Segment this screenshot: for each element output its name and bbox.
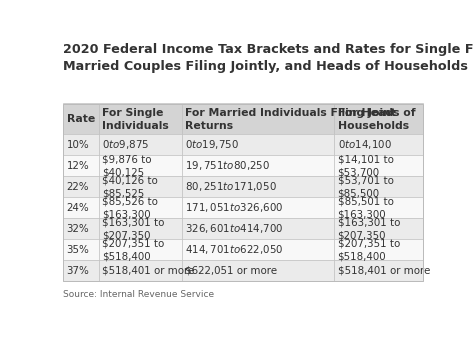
- Text: $163,301 to
$207,350: $163,301 to $207,350: [337, 217, 400, 240]
- Bar: [182, 239, 334, 260]
- Bar: [334, 134, 423, 155]
- Bar: [334, 218, 423, 239]
- Text: $0 to $19,750: $0 to $19,750: [185, 138, 239, 151]
- Bar: [334, 155, 423, 176]
- Text: For Heads of
Households: For Heads of Households: [337, 108, 415, 131]
- Bar: [182, 218, 334, 239]
- Bar: [99, 197, 182, 218]
- Text: $14,101 to
$53,700: $14,101 to $53,700: [337, 154, 393, 177]
- Bar: [99, 155, 182, 176]
- Text: $622,051 or more: $622,051 or more: [185, 266, 277, 276]
- Bar: [99, 176, 182, 197]
- Text: $85,526 to
$163,300: $85,526 to $163,300: [102, 196, 158, 219]
- Bar: [182, 176, 334, 197]
- Bar: [63, 239, 99, 260]
- Bar: [182, 104, 334, 134]
- Bar: [99, 260, 182, 281]
- Text: For Single
Individuals: For Single Individuals: [102, 108, 169, 131]
- Bar: [334, 260, 423, 281]
- Text: $414,701 to $622,050: $414,701 to $622,050: [185, 243, 283, 256]
- Bar: [182, 155, 334, 176]
- Bar: [99, 239, 182, 260]
- Text: $518,401 or more: $518,401 or more: [337, 266, 430, 276]
- Bar: [182, 134, 334, 155]
- Text: $518,401 or more: $518,401 or more: [102, 266, 194, 276]
- Text: 32%: 32%: [66, 224, 89, 234]
- Text: $163,301 to
$207,350: $163,301 to $207,350: [102, 217, 164, 240]
- Bar: [334, 176, 423, 197]
- Text: Rate: Rate: [66, 114, 95, 124]
- Text: $80,251 to $171,050: $80,251 to $171,050: [185, 180, 277, 193]
- Text: $85,501 to
$163,300: $85,501 to $163,300: [337, 196, 393, 219]
- Text: $326,601 to $414,700: $326,601 to $414,700: [185, 222, 283, 235]
- Bar: [182, 197, 334, 218]
- Text: For Married Individuals Filing Joint
Returns: For Married Individuals Filing Joint Ret…: [185, 108, 396, 131]
- Text: $53,701 to
$85,500: $53,701 to $85,500: [337, 175, 393, 198]
- Text: Source: Internal Revenue Service: Source: Internal Revenue Service: [63, 290, 214, 299]
- Text: 10%: 10%: [66, 140, 89, 150]
- Bar: [99, 134, 182, 155]
- Bar: [63, 155, 99, 176]
- Bar: [63, 218, 99, 239]
- Text: $19,751 to $80,250: $19,751 to $80,250: [185, 159, 271, 172]
- Bar: [63, 104, 99, 134]
- Text: $207,351 to
$518,400: $207,351 to $518,400: [102, 238, 164, 261]
- Text: 22%: 22%: [66, 182, 89, 192]
- Text: $40,126 to
$85,525: $40,126 to $85,525: [102, 175, 158, 198]
- Bar: [63, 104, 423, 281]
- Text: 12%: 12%: [66, 161, 89, 171]
- Text: $207,351 to
$518,400: $207,351 to $518,400: [337, 238, 400, 261]
- Bar: [182, 260, 334, 281]
- Text: $0 to $9,875: $0 to $9,875: [102, 138, 149, 151]
- Text: $9,876 to
$40,125: $9,876 to $40,125: [102, 154, 152, 177]
- Text: 37%: 37%: [66, 266, 90, 276]
- Bar: [334, 197, 423, 218]
- Bar: [334, 104, 423, 134]
- Text: 35%: 35%: [66, 245, 90, 255]
- Bar: [99, 218, 182, 239]
- Bar: [63, 176, 99, 197]
- Text: 2020 Federal Income Tax Brackets and Rates for Single Filers,
Married Couples Fi: 2020 Federal Income Tax Brackets and Rat…: [63, 43, 474, 73]
- Bar: [99, 104, 182, 134]
- Text: $0 to $14,100: $0 to $14,100: [337, 138, 392, 151]
- Bar: [334, 239, 423, 260]
- Bar: [63, 134, 99, 155]
- Bar: [63, 197, 99, 218]
- Text: $171,051 to $326,600: $171,051 to $326,600: [185, 201, 283, 214]
- Text: 24%: 24%: [66, 203, 89, 213]
- Bar: [63, 260, 99, 281]
